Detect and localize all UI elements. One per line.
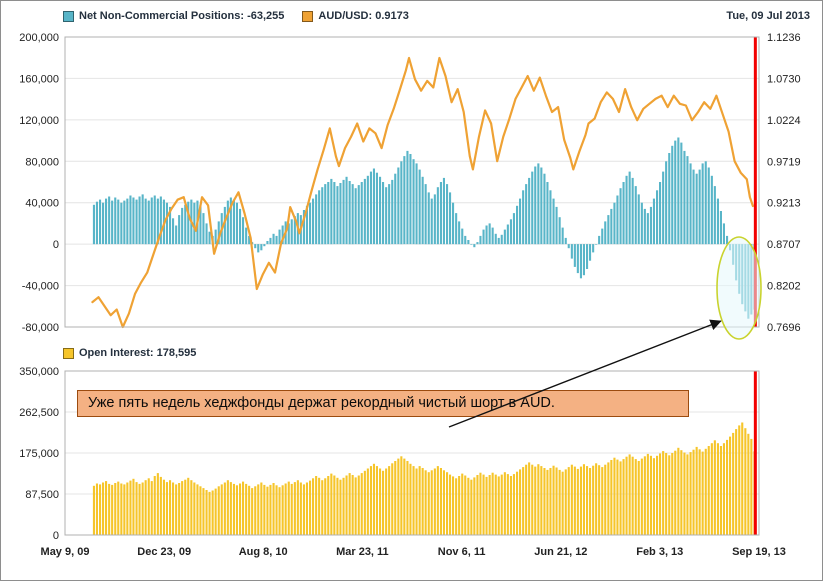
legend-open-interest-label: Open Interest: 178,595 bbox=[79, 347, 196, 359]
svg-text:0.9719: 0.9719 bbox=[767, 156, 801, 168]
svg-text:350,000: 350,000 bbox=[19, 366, 59, 378]
top-gridlines bbox=[65, 37, 759, 327]
svg-text:1.0730: 1.0730 bbox=[767, 73, 801, 85]
x-axis-tick-label: Dec 23, 09 bbox=[119, 546, 209, 558]
legend-net-positions[interactable]: Net Non-Commercial Positions: -63,255 bbox=[63, 10, 284, 22]
open-interest-bars bbox=[93, 423, 756, 536]
net-positions-bars bbox=[93, 138, 756, 319]
bottom-legend: Open Interest: 178,595 bbox=[63, 347, 810, 359]
svg-text:80,000: 80,000 bbox=[25, 156, 59, 168]
legend-audusd-label: AUD/USD: 0.9173 bbox=[318, 10, 408, 22]
svg-text:0: 0 bbox=[53, 239, 59, 251]
bottom-axis-labels: 350,000 262,500 175,000 87,500 0 bbox=[19, 366, 59, 541]
svg-text:40,000: 40,000 bbox=[25, 198, 59, 210]
svg-text:0.9213: 0.9213 bbox=[767, 198, 801, 210]
svg-text:1.0224: 1.0224 bbox=[767, 115, 801, 127]
top-legend: Net Non-Commercial Positions: -63,255 AU… bbox=[63, 10, 810, 22]
legend-net-positions-label: Net Non-Commercial Positions: -63,255 bbox=[79, 10, 284, 22]
x-axis-tick-label: Aug 8, 10 bbox=[218, 546, 308, 558]
svg-text:262,500: 262,500 bbox=[19, 407, 59, 419]
svg-text:0.7696: 0.7696 bbox=[767, 322, 801, 334]
latest-date-label: Tue, 09 Jul 2013 bbox=[726, 10, 810, 22]
svg-text:1.1236: 1.1236 bbox=[767, 32, 801, 44]
svg-text:200,000: 200,000 bbox=[19, 32, 59, 44]
svg-text:-80,000: -80,000 bbox=[22, 322, 59, 334]
svg-text:87,500: 87,500 bbox=[25, 489, 59, 501]
svg-text:0.8202: 0.8202 bbox=[767, 281, 801, 293]
net-positions-swatch-icon bbox=[63, 11, 74, 22]
svg-text:-40,000: -40,000 bbox=[22, 281, 59, 293]
net-positions-chart[interactable]: 200,000 1.1236 160,000 1.0730 120,000 1.0224 8… bbox=[1, 29, 823, 341]
legend-open-interest[interactable]: Open Interest: 178,595 bbox=[63, 347, 196, 359]
x-axis-tick-label: Feb 3, 13 bbox=[615, 546, 705, 558]
x-axis-tick-label: Jun 21, 12 bbox=[516, 546, 606, 558]
x-axis-labels: May 9, 09 Dec 23, 09 Aug 8, 10 Mar 23, 11 No… bbox=[1, 546, 823, 562]
svg-text:0.8707: 0.8707 bbox=[767, 239, 801, 251]
x-axis-tick-label: Nov 6, 11 bbox=[417, 546, 507, 558]
svg-text:160,000: 160,000 bbox=[19, 73, 59, 85]
x-axis-tick-label: May 9, 09 bbox=[20, 546, 110, 558]
svg-text:0: 0 bbox=[53, 530, 59, 541]
annotation-text: Уже пять недель хеджфонды держат рекордн… bbox=[88, 395, 555, 411]
annotation-box: Уже пять недель хеджфонды держат рекордн… bbox=[77, 390, 689, 417]
cot-chart-window: Net Non-Commercial Positions: -63,255 AU… bbox=[0, 0, 823, 581]
svg-text:175,000: 175,000 bbox=[19, 448, 59, 460]
audusd-swatch-icon bbox=[302, 11, 313, 22]
x-axis-tick-label: Mar 23, 11 bbox=[317, 546, 407, 558]
x-axis-tick-label: Sep 19, 13 bbox=[714, 546, 804, 558]
legend-audusd[interactable]: AUD/USD: 0.9173 bbox=[302, 10, 408, 22]
open-interest-swatch-icon bbox=[63, 348, 74, 359]
svg-text:120,000: 120,000 bbox=[19, 115, 59, 127]
top-plot-border bbox=[65, 37, 759, 327]
